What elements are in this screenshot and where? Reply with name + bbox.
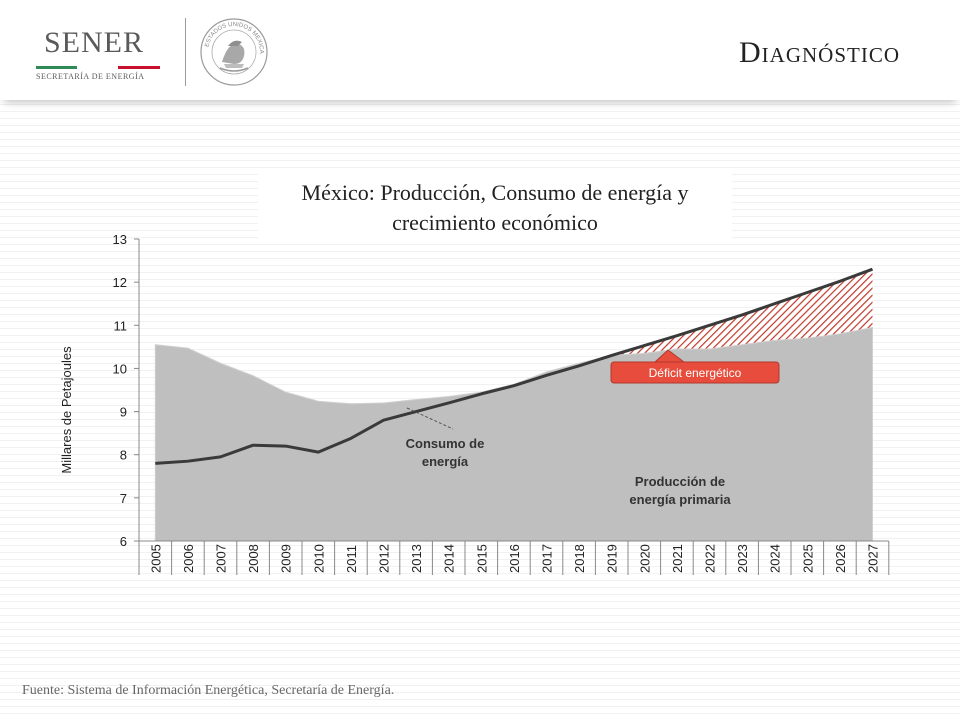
slide-header: SENER SECRETARÍA DE ENERGÍA ESTADOS UNID… [0,0,960,100]
y-tick-label: 12 [113,275,127,290]
x-tick-label: 2023 [735,544,750,573]
x-tick-label: 2021 [670,544,685,573]
y-tick-label: 11 [114,318,128,333]
x-tick-label: 2009 [279,544,294,573]
production-label: Producción de [635,474,725,489]
y-tick-label: 13 [113,232,127,247]
y-tick-label: 8 [120,448,127,463]
x-tick-label: 2015 [474,544,489,573]
consumption-leader-line [406,407,454,430]
consumption-line [155,267,874,465]
chart-title: México: Producción, Consumo de energía y… [258,172,732,244]
x-tick-label: 2005 [148,544,163,573]
x-tick-label: 2018 [572,544,587,573]
x-tick-label: 2019 [605,544,620,573]
y-axis-label: Millares de Petajoules [59,346,74,474]
slide-title: DIAGNÓSTICO [739,36,900,69]
national-seal-icon: ESTADOS UNIDOS MEXICANOS [198,16,268,86]
y-tick-label: 10 [113,361,127,376]
production-label: energía primaria [629,492,731,507]
logo-divider [185,18,186,86]
logo-text: SENER [44,26,145,59]
consumption-label: Consumo de [406,436,485,451]
x-tick-label: 2020 [637,544,652,573]
x-tick-label: 2010 [311,544,326,573]
x-tick-label: 2022 [703,544,718,573]
production-area [154,326,873,542]
x-tick-label: 2026 [833,544,848,573]
x-tick-label: 2007 [214,544,229,573]
deficit-callout-box [610,361,780,384]
logo-subtitle: SECRETARÍA DE ENERGÍA [36,72,145,81]
y-tick-label: 9 [120,405,127,420]
x-tick-label: 2017 [540,544,555,573]
x-tick-label: 2012 [377,544,392,573]
consumption-label: energía [422,454,469,469]
x-tick-label: 2013 [409,544,424,573]
logo-tricolor-bar [36,66,160,69]
x-tick-label: 2024 [768,544,783,573]
x-tick-label: 2011 [344,545,359,573]
deficit-label: Déficit energético [649,366,742,380]
source-note: Fuente: Sistema de Información Energétic… [22,683,395,698]
deficit-area [611,269,873,356]
y-tick-label: 7 [120,491,127,506]
sener-logo: SENER SECRETARÍA DE ENERGÍA ESTADOS UNID… [30,16,268,90]
x-tick-label: 2025 [800,544,815,573]
y-tick-label: 6 [120,534,127,549]
x-tick-label: 2016 [507,544,522,573]
x-tick-label: 2006 [181,544,196,573]
x-tick-label: 2027 [866,544,881,573]
x-tick-label: 2014 [442,544,457,573]
x-tick-label: 2008 [246,544,261,573]
